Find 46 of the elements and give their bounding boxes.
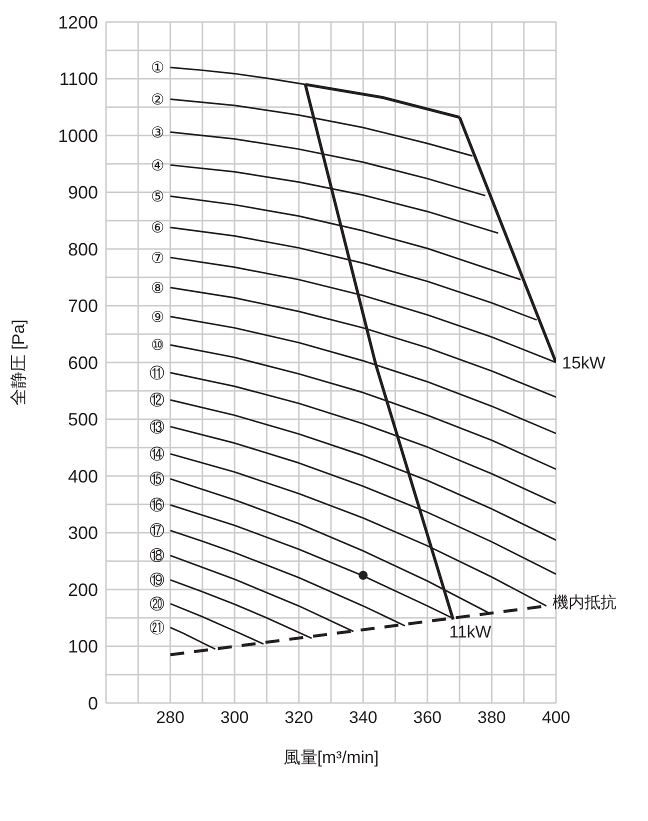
y-tick-label: 1000 [58, 126, 98, 146]
series-label: ⑬ [149, 418, 164, 436]
y-tick-label: 1100 [59, 69, 98, 90]
series-label: ⑰ [149, 522, 164, 540]
series-label: ⑭ [149, 446, 164, 464]
x-axis-title: 風量[m³/min] [283, 748, 379, 767]
series-label: ② [150, 91, 164, 108]
series-label: ⑧ [150, 280, 164, 297]
y-axis-title: 全静圧 [Pa] [9, 320, 28, 406]
series-label: ⑩ [150, 337, 164, 354]
y-tick-label: 900 [68, 182, 98, 203]
series-label: ⑮ [149, 471, 164, 488]
y-tick-label: 400 [68, 466, 98, 486]
series-label: ⑪ [149, 364, 164, 382]
series-label: 機内抵抗 [552, 594, 616, 612]
x-tick-label: 360 [413, 708, 442, 728]
series-label: ⑲ [149, 572, 164, 590]
x-tick-label: 280 [156, 708, 184, 728]
x-tick-label: 340 [348, 708, 378, 728]
y-tick-label: 200 [68, 580, 98, 600]
series-label: ① [150, 60, 164, 77]
series-label: ⑳ [149, 596, 164, 613]
y-tick-label: 0 [88, 693, 98, 714]
series-label: 15kW [562, 353, 606, 372]
series-label: ⑦ [150, 250, 164, 267]
series-label: 11kW [449, 622, 492, 642]
series-label: ⑫ [149, 392, 164, 410]
series-label: ⑥ [150, 220, 164, 237]
y-tick-label: 1200 [58, 12, 98, 32]
series-label: ⑤ [150, 188, 164, 206]
y-tick-label: 800 [68, 239, 98, 260]
y-tick-label: 700 [68, 296, 98, 316]
series-label: ㉑ [149, 620, 164, 637]
series-label: ⑨ [150, 308, 164, 326]
x-tick-label: 380 [478, 708, 506, 728]
series-label: ③ [150, 124, 164, 142]
x-tick-label: 400 [542, 708, 570, 728]
series-label: ⑯ [149, 497, 164, 514]
x-tick-label: 300 [220, 708, 249, 728]
y-tick-label: 600 [68, 352, 98, 373]
y-tick-label: 500 [68, 410, 98, 430]
series-label: ⑱ [149, 548, 164, 565]
y-tick-label: 100 [68, 636, 98, 657]
series-label: ④ [150, 157, 164, 174]
x-tick-label: 320 [284, 708, 314, 728]
y-tick-label: 300 [68, 523, 98, 544]
